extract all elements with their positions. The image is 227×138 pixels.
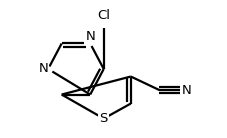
Text: S: S bbox=[100, 112, 108, 125]
Text: Cl: Cl bbox=[97, 9, 110, 22]
Text: N: N bbox=[38, 63, 48, 75]
Text: N: N bbox=[85, 30, 95, 43]
Text: N: N bbox=[182, 83, 192, 97]
